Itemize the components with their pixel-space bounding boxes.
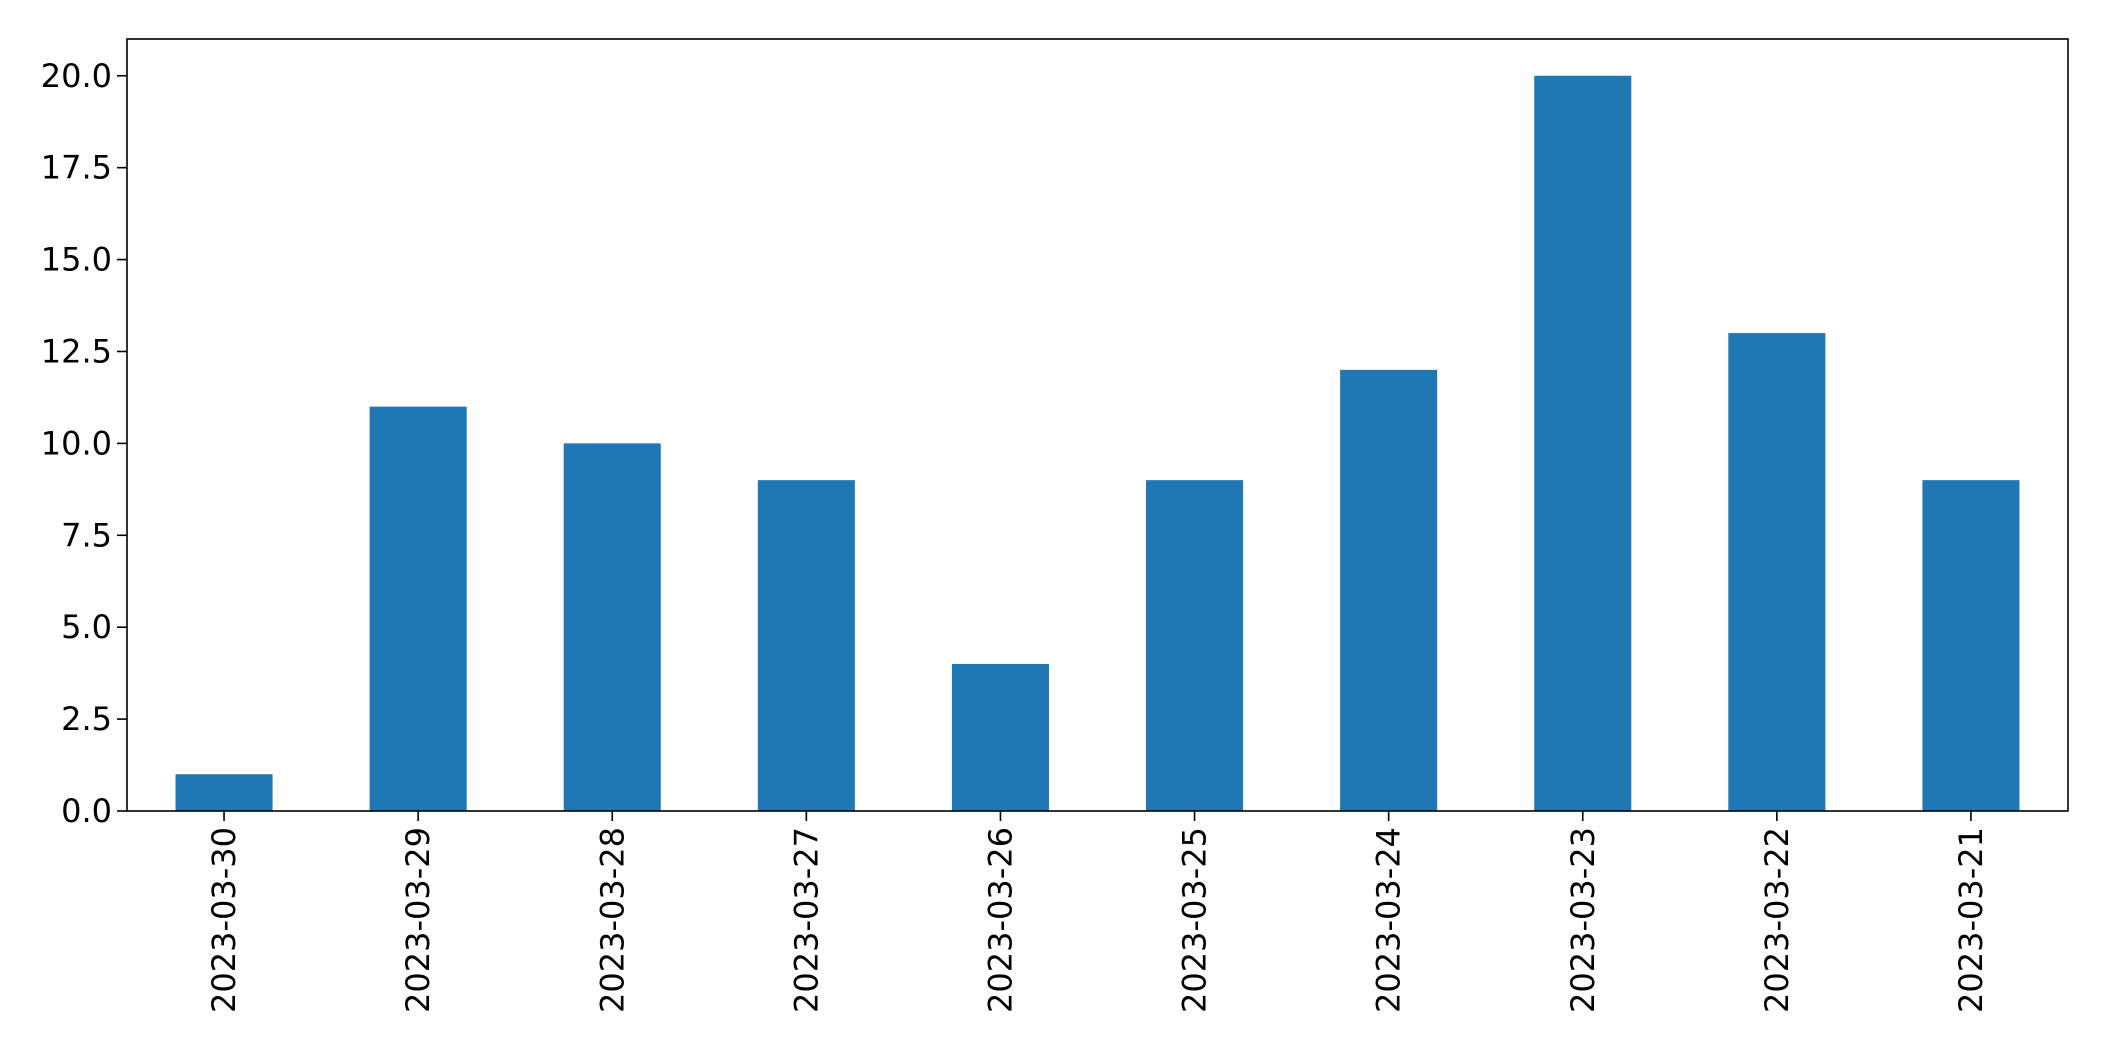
bar-2023-03-25 bbox=[1146, 480, 1244, 811]
bar-2023-03-28 bbox=[563, 443, 661, 811]
bar-series bbox=[175, 75, 2020, 811]
bar-2023-03-29 bbox=[369, 406, 467, 811]
x-tick-label: 2023-03-26 bbox=[981, 827, 1019, 1013]
y-tick-label: 15.0 bbox=[41, 241, 112, 279]
y-tick-label: 17.5 bbox=[41, 149, 112, 187]
x-axis: 2023-03-30 2023-03-29 2023-03-28 2023-03-27… bbox=[205, 811, 1990, 1013]
y-axis: 0.0 2.5 5.0 7.5 10.0 12.5 15.0 17.5 20.0 bbox=[41, 57, 127, 830]
bar-2023-03-23 bbox=[1534, 75, 1632, 811]
x-tick-label: 2023-03-29 bbox=[399, 827, 437, 1013]
x-tick-label: 2023-03-21 bbox=[1952, 827, 1990, 1013]
x-tick-label: 2023-03-28 bbox=[593, 827, 631, 1013]
x-tick-label: 2023-03-30 bbox=[205, 827, 243, 1013]
x-tick-label: 2023-03-25 bbox=[1176, 827, 1214, 1013]
bar-2023-03-21 bbox=[1922, 480, 2020, 811]
bar-2023-03-26 bbox=[951, 663, 1049, 811]
y-tick-label: 10.0 bbox=[41, 424, 112, 462]
x-tick-label: 2023-03-27 bbox=[787, 827, 825, 1013]
x-tick-label: 2023-03-23 bbox=[1564, 827, 1602, 1013]
y-tick-label: 7.5 bbox=[61, 516, 112, 554]
bar-2023-03-24 bbox=[1340, 369, 1438, 811]
plot-frame bbox=[126, 38, 2069, 812]
bar-2023-03-27 bbox=[757, 480, 855, 811]
y-tick-label: 0.0 bbox=[61, 792, 112, 830]
y-tick-label: 2.5 bbox=[61, 700, 112, 738]
x-tick-label: 2023-03-22 bbox=[1758, 827, 1796, 1013]
bar-2023-03-30 bbox=[175, 774, 273, 811]
bar-2023-03-22 bbox=[1728, 333, 1826, 811]
y-tick-label: 20.0 bbox=[41, 57, 112, 95]
y-tick-label: 5.0 bbox=[61, 608, 112, 646]
y-tick-label: 12.5 bbox=[41, 332, 112, 370]
x-tick-label: 2023-03-24 bbox=[1370, 827, 1408, 1013]
